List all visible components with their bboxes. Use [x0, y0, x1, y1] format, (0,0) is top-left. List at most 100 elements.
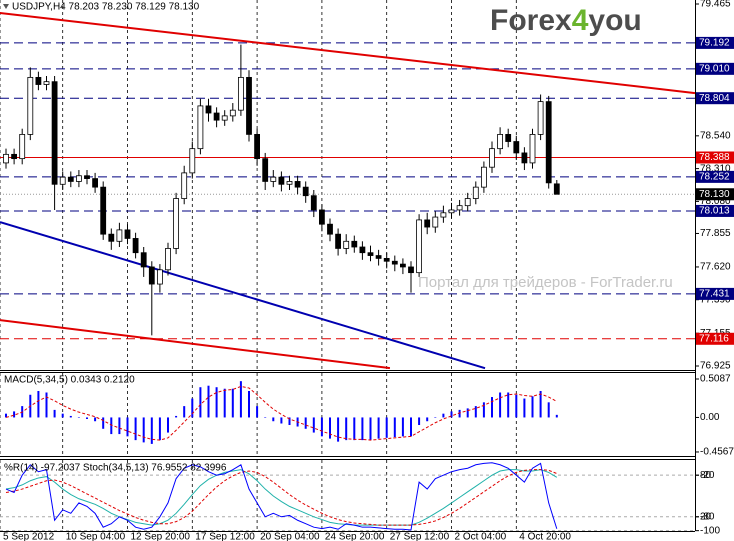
level-tag: [696, 287, 734, 300]
histogram-bar: [256, 406, 259, 418]
level-tag: [696, 151, 734, 164]
histogram-bar: [329, 417, 331, 439]
histogram-bar: [450, 411, 453, 418]
histogram-bar: [77, 417, 80, 418]
histogram-bar: [110, 417, 113, 435]
candle-body: [181, 172, 188, 199]
candle-body: [140, 252, 147, 268]
histogram-bar: [61, 413, 64, 418]
level-label: 77.431: [699, 289, 730, 300]
candle-body: [343, 240, 350, 249]
x-tick-label: 24 Sep 20:00: [325, 532, 385, 541]
candle-body: [391, 260, 398, 265]
y-tick-label: -100: [700, 525, 720, 536]
histogram-bar: [312, 417, 315, 433]
histogram-bar: [272, 417, 275, 422]
y-tick-label: 0.5087: [700, 374, 731, 385]
histogram-bar: [539, 390, 542, 418]
oscillator-title: %R(14) -97.2037 Stoch(34,5,13) 76.9552 8…: [4, 463, 227, 474]
histogram-bar: [304, 417, 307, 429]
histogram-bar: [426, 417, 429, 422]
candle-body: [116, 229, 123, 242]
candle-body: [294, 181, 301, 188]
trendline: [0, 11, 696, 95]
histogram-bar: [239, 381, 242, 418]
candle-body: [92, 178, 98, 188]
candle-body: [221, 115, 228, 121]
level-tag: [696, 204, 734, 217]
signal-line: [5, 385, 558, 441]
histogram-bar: [183, 406, 186, 418]
trendline: [0, 221, 486, 370]
y-tick-label: 0.00: [700, 412, 720, 423]
x-tick-label: 12 Sep 20:00: [131, 532, 191, 541]
histogram-bar: [353, 417, 356, 441]
histogram-bar: [337, 417, 340, 442]
histogram-bar: [474, 406, 477, 418]
candle-body: [432, 216, 439, 228]
y-tick-label: 20: [700, 511, 712, 522]
level-label: 78.804: [699, 93, 730, 104]
candle-body: [489, 148, 495, 168]
candle-body: [246, 76, 252, 135]
histogram-bar: [288, 417, 291, 426]
trendline: [0, 319, 391, 370]
candle-body: [375, 255, 382, 259]
candle-body: [100, 186, 107, 235]
candle-body: [84, 175, 90, 179]
candle-body: [156, 269, 163, 285]
candle-body: [213, 112, 220, 121]
candle-body: [521, 152, 528, 164]
candle-body: [43, 81, 50, 85]
x-tick-label: 27 Sep 12:00: [390, 532, 450, 541]
candle-body: [367, 252, 374, 256]
candle-body: [456, 205, 463, 211]
histogram-bar: [215, 387, 218, 418]
histogram-bar: [547, 402, 550, 418]
histogram-bar: [223, 388, 226, 418]
histogram-bar: [515, 394, 518, 418]
level-label: 79.010: [699, 63, 730, 74]
candle-body: [173, 198, 180, 249]
candle-body: [335, 233, 342, 249]
candle-body: [205, 105, 212, 114]
histogram-bar: [207, 385, 210, 418]
y-tick-label: 77.620: [700, 262, 731, 273]
candle-body: [383, 258, 390, 262]
level-tag: [696, 92, 734, 105]
macd-title: MACD(5,34,5) 0.0343 0.2120: [4, 375, 135, 386]
candle-body: [286, 181, 293, 185]
candle-body: [497, 134, 504, 150]
level-label: 77.116: [699, 333, 729, 344]
candle-body: [359, 246, 366, 254]
logo-part: you: [588, 4, 641, 37]
histogram-bar: [410, 417, 412, 437]
histogram-bar: [150, 417, 153, 444]
histogram-bar: [499, 392, 502, 418]
level-label: 78.252: [699, 172, 730, 183]
candle-body: [51, 81, 58, 185]
level-tag: [696, 62, 734, 75]
candle-body: [237, 76, 244, 111]
candle-body: [399, 263, 406, 268]
candle-body: [440, 212, 447, 218]
candle-body: [318, 209, 325, 225]
candle-body: [197, 105, 204, 150]
candle-body: [553, 183, 560, 195]
candle-body: [189, 148, 196, 174]
candle-body: [124, 229, 131, 239]
histogram-bar: [418, 417, 421, 426]
candle-body: [67, 176, 74, 182]
histogram-bar: [523, 398, 526, 418]
y-tick-label: -20: [700, 470, 715, 481]
histogram-bar: [142, 417, 145, 443]
y-tick-label: -80: [700, 511, 715, 522]
y-tick-label: 79.465: [700, 0, 731, 10]
candle-body: [59, 176, 66, 185]
histogram-bar: [94, 417, 97, 422]
histogram-bar: [53, 409, 56, 418]
histogram-bar: [361, 417, 364, 441]
histogram-bar: [118, 417, 121, 435]
chart-title: USDJPY,H4 78.203 78.230 78.129 78.130: [12, 2, 200, 13]
